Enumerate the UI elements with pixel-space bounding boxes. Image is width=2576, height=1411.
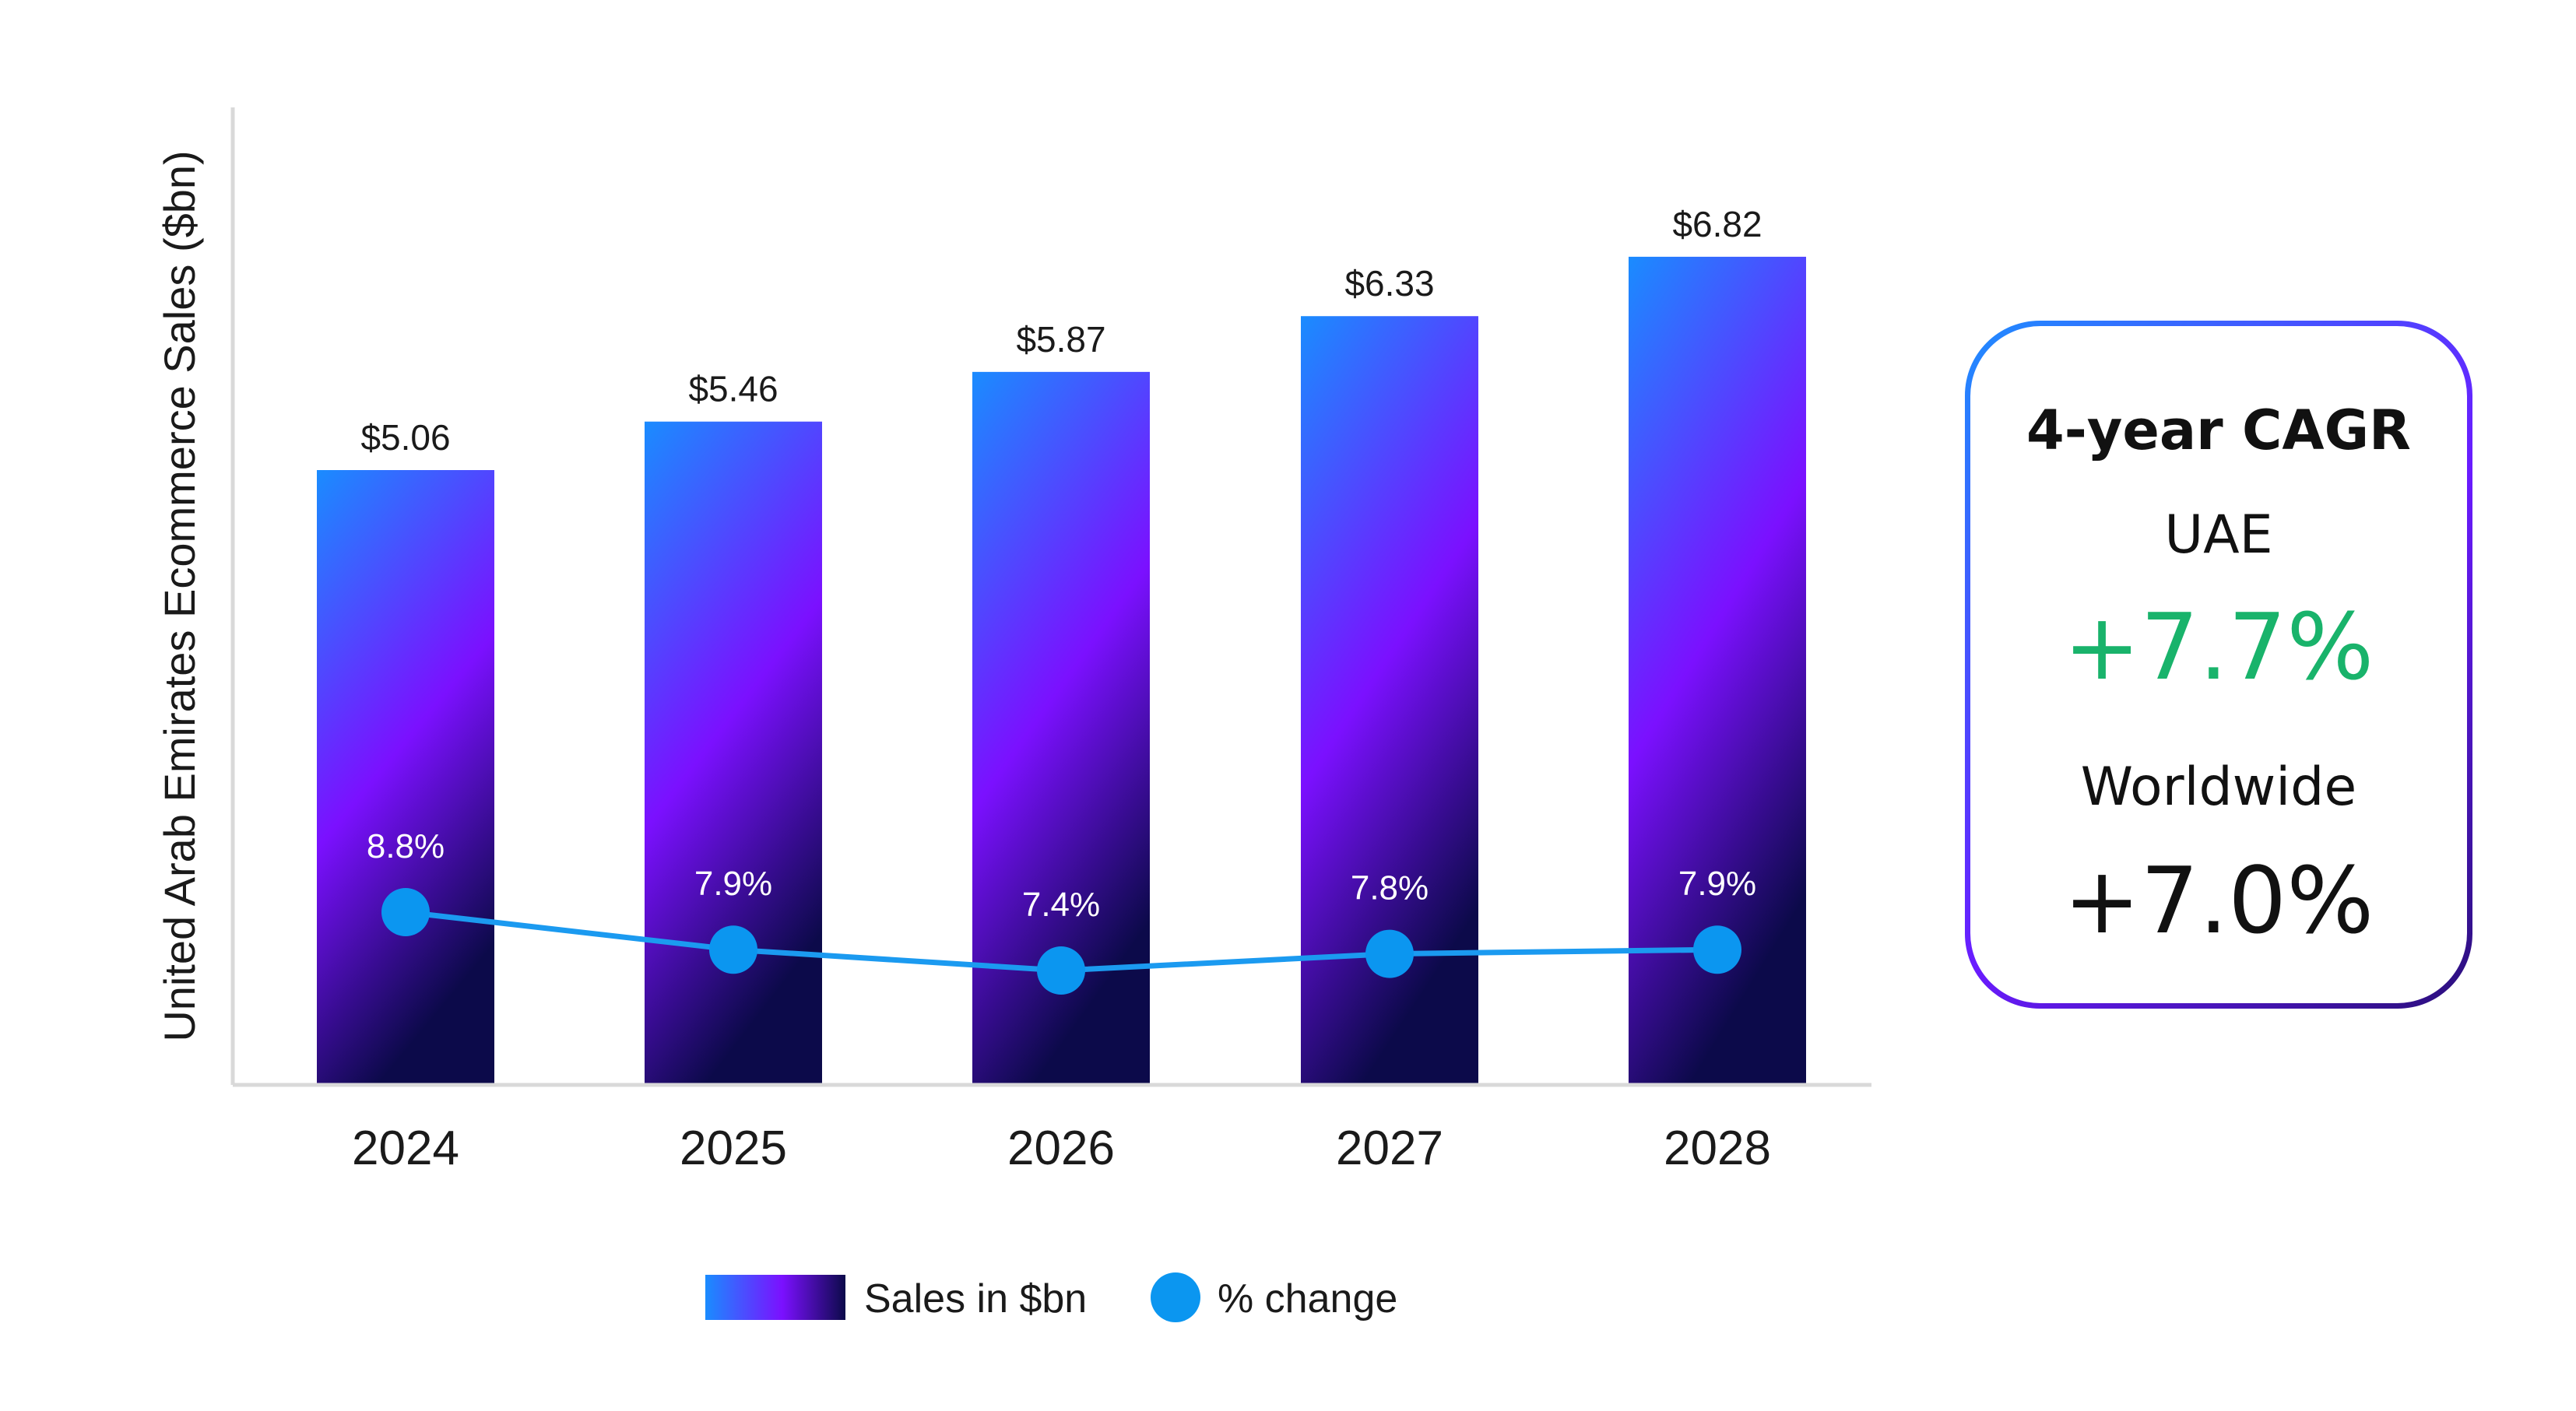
bar-value-label-2027: $6.33 xyxy=(1344,263,1434,304)
x-tick-label-2028: 2028 xyxy=(1664,1121,1771,1175)
cagr-worldwide-value: +7.0% xyxy=(2063,847,2374,954)
pct-change-label-2026: 7.4% xyxy=(1022,886,1100,924)
bar-2025 xyxy=(645,421,822,1083)
pct-change-point-2026 xyxy=(1037,946,1085,995)
bar-value-labels: $5.06 $5.46 $5.87 $6.33 $6.82 xyxy=(360,204,1762,458)
cagr-title: 4-year CAGR xyxy=(2026,398,2411,462)
x-tick-label-2026: 2026 xyxy=(1007,1121,1115,1175)
pct-change-labels: 8.8% 7.9% 7.4% 7.8% 7.9% xyxy=(367,827,1756,924)
x-axis-ticks: 2024 2025 2026 2027 2028 xyxy=(352,1121,1771,1175)
cagr-card-inner: 4-year CAGR UAE +7.7% Worldwide +7.0% xyxy=(1970,326,2467,1003)
cagr-worldwide-label: Worldwide xyxy=(2080,756,2357,818)
legend-label-pct-change: % change xyxy=(1218,1276,1397,1321)
legend: Sales in $bn % change xyxy=(705,1272,1397,1322)
cagr-uae-label: UAE xyxy=(2164,504,2273,566)
legend-label-sales: Sales in $bn xyxy=(864,1276,1087,1321)
cagr-card: 4-year CAGR UAE +7.7% Worldwide +7.0% xyxy=(1965,321,2472,1009)
bar-value-label-2025: $5.46 xyxy=(688,369,778,409)
y-axis-title: United Arab Emirates Ecommerce Sales ($b… xyxy=(155,150,204,1041)
x-tick-label-2024: 2024 xyxy=(352,1121,459,1175)
pct-change-label-2028: 7.9% xyxy=(1678,865,1756,903)
pct-change-label-2025: 7.9% xyxy=(694,865,772,903)
cagr-uae-value: +7.7% xyxy=(2063,593,2374,700)
pct-change-point-2027 xyxy=(1365,929,1414,978)
bar-2024 xyxy=(317,470,494,1083)
pct-change-label-2027: 7.8% xyxy=(1351,869,1429,907)
pct-change-line-group xyxy=(381,888,1741,995)
bar-value-label-2024: $5.06 xyxy=(360,417,450,458)
bar-value-label-2026: $5.87 xyxy=(1016,319,1105,360)
pct-change-label-2024: 8.8% xyxy=(367,827,445,865)
x-tick-label-2027: 2027 xyxy=(1336,1121,1443,1175)
x-tick-label-2025: 2025 xyxy=(680,1121,787,1175)
pct-change-point-2025 xyxy=(709,925,757,974)
legend-swatch-pct-change xyxy=(1151,1272,1200,1322)
bar-value-label-2028: $6.82 xyxy=(1672,204,1762,244)
legend-swatch-sales xyxy=(705,1275,845,1320)
pct-change-point-2024 xyxy=(381,888,430,936)
pct-change-point-2028 xyxy=(1693,925,1741,974)
